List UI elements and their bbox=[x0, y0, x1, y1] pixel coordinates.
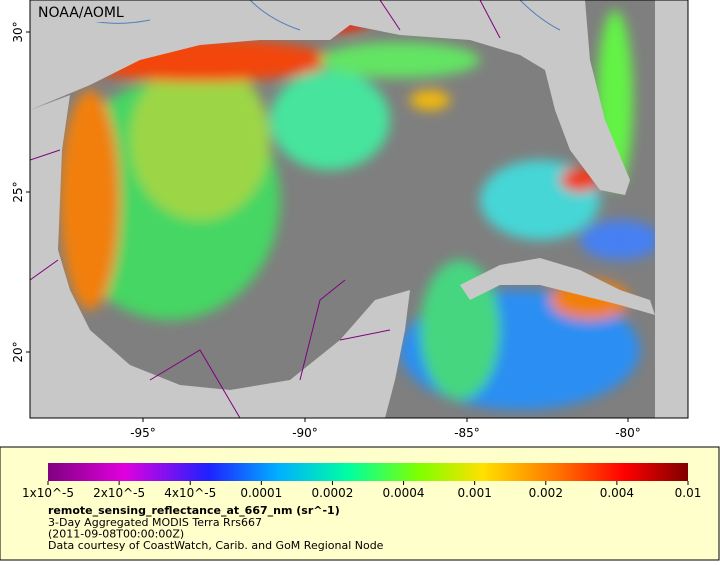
credit: NOAA/AOML bbox=[38, 5, 124, 21]
colorbar-label: 0.004 bbox=[600, 486, 634, 500]
colorbar-label: 0.001 bbox=[457, 486, 491, 500]
land-east bbox=[655, 0, 688, 418]
colorbar-label: 1x10^-5 bbox=[22, 486, 74, 500]
map-frame bbox=[29, 0, 689, 419]
caption-line: (2011-09-08T00:00:00Z) bbox=[48, 528, 184, 541]
colorbar-label: 0.0001 bbox=[240, 486, 282, 500]
colorbar-label: 0.002 bbox=[529, 486, 563, 500]
border-lines bbox=[30, 0, 501, 418]
land-north bbox=[30, 0, 630, 195]
lon-label: -85° bbox=[454, 426, 480, 440]
lat-label: 20° bbox=[11, 341, 25, 362]
lon-label: -90° bbox=[292, 426, 318, 440]
land-cuba bbox=[460, 258, 655, 315]
colorbar-label: 0.0002 bbox=[311, 486, 353, 500]
caption-line: Data courtesy of CoastWatch, Carib. and … bbox=[48, 539, 384, 552]
colorbar-label: 0.01 bbox=[675, 486, 702, 500]
lon-label: -80° bbox=[615, 426, 641, 440]
land-mexico bbox=[30, 95, 410, 418]
caption-title: remote_sensing_reflectance_at_667_nm (sr… bbox=[48, 504, 340, 517]
map-area bbox=[30, 0, 688, 418]
lon-label: -95° bbox=[130, 426, 156, 440]
credit-box bbox=[34, 2, 116, 22]
colorbar-label: 4x10^-5 bbox=[164, 486, 216, 500]
colorbar-label: 0.0004 bbox=[383, 486, 425, 500]
lat-label: 30° bbox=[11, 21, 25, 42]
colorbar bbox=[48, 463, 688, 481]
caption-line: 3-Day Aggregated MODIS Terra Rrs667 bbox=[48, 516, 262, 529]
lat-label: 25° bbox=[11, 181, 25, 202]
colorbar-label: 2x10^-5 bbox=[93, 486, 145, 500]
